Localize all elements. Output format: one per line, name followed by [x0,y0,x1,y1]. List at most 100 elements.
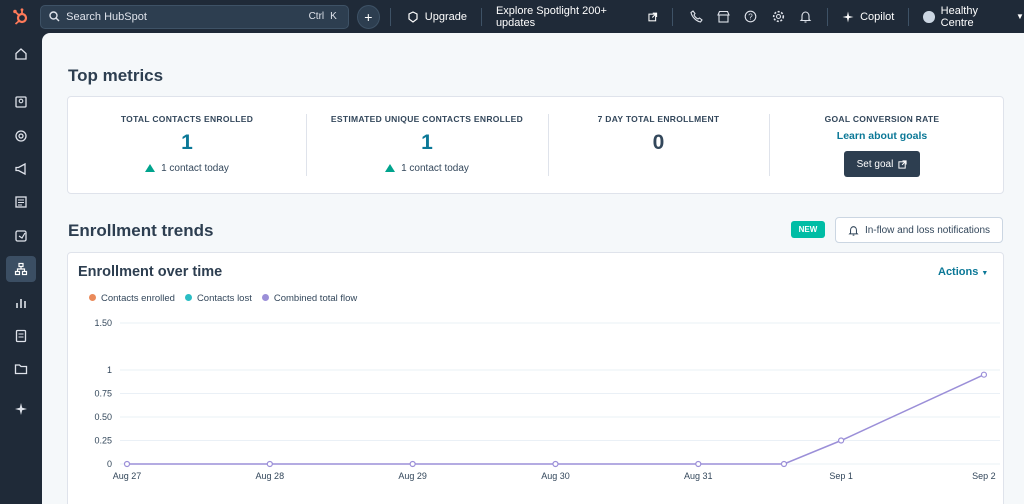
top-bar: Search HubSpot Ctrl K + Upgrade Explore … [0,0,1024,33]
divider [827,7,829,26]
top-metrics-title: Top metrics [68,66,164,85]
metric-sub: 1 contact today [68,163,306,174]
hubspot-logo[interactable] [0,0,40,33]
upgrade-label: Upgrade [424,10,467,23]
reports-icon[interactable] [6,290,36,316]
legend-dot [261,294,269,301]
metric-label: GOAL CONVERSION RATE [824,114,940,124]
settings-icon[interactable] [771,9,786,25]
folder-icon[interactable] [6,356,36,382]
metric-sub: 1 contact today [306,163,548,174]
data-point[interactable] [552,460,559,468]
marketplace-icon[interactable] [716,9,731,25]
y-tick-label: 0.75 [94,389,112,399]
chevron-down-icon: ▼ [981,270,989,277]
y-tick-label: 1.50 [94,318,112,328]
account-name: Healthy Centre [940,4,978,29]
legend-label: Contacts enrolled [101,293,175,304]
target-icon[interactable] [6,123,36,149]
enrollment-line-chart: 0 0.25 0.50 0.75 1 1.50 Aug 27 Aug 28 Aug 29 Aug … [94,318,1000,481]
metric-value[interactable]: 1 [181,131,193,154]
copilot-label: Copilot [860,10,895,23]
data-point[interactable] [695,460,702,468]
plus-icon: + [364,8,373,25]
notifications-label: In-flow and loss notifications [864,224,991,236]
legend-item[interactable]: Combined total flow [261,293,358,304]
x-tick-label: Aug 30 [541,471,570,481]
legend-dot [184,294,192,301]
svg-text:?: ? [749,12,754,21]
contacts-icon[interactable] [6,89,36,115]
legend-label: Contacts lost [196,293,252,304]
copilot-button[interactable]: Copilot [842,11,894,23]
divider [548,114,549,176]
y-tick-label: 1 [107,365,112,375]
search-icon [49,11,60,22]
divider [480,7,482,26]
search-placeholder: Search HubSpot [66,10,147,23]
data-point[interactable] [780,460,788,468]
y-tick-label: 0.50 [94,412,112,422]
notifications-button[interactable]: In-flow and loss notifications [835,217,1003,243]
legend-label: Combined total flow [273,293,358,304]
actions-label: Actions [938,266,979,278]
legend-item[interactable]: Contacts lost [184,293,252,304]
notifications-icon[interactable] [798,9,813,25]
x-tick-label: Aug 29 [398,471,427,481]
metric-unique-contacts: ESTIMATED UNIQUE CONTACTS ENROLLED 1 1 c… [306,97,548,193]
x-tick-label: Aug 27 [113,471,142,481]
account-menu[interactable]: Healthy Centre ▼ [923,5,1024,29]
bell-icon [848,225,859,236]
metric-value: 0 [652,131,665,154]
metric-sub-text: 1 contact today [401,163,469,174]
metric-label: TOTAL CONTACTS ENROLLED [120,114,254,124]
megaphone-icon[interactable] [6,156,36,182]
divider [908,7,910,26]
sidebar [0,33,42,504]
x-tick-label: Aug 31 [684,471,713,481]
divider [671,7,673,26]
content-icon[interactable] [6,189,36,215]
data-point[interactable] [409,460,416,468]
data-point[interactable] [266,460,273,468]
chart-legend: Contacts enrolled Contacts lost Combined… [89,293,357,304]
y-tick-label: 0 [107,459,112,469]
spotlight-label: Explore Spotlight 200+ updates [495,4,607,29]
create-button[interactable]: + [356,4,380,29]
metric-value[interactable]: 1 [421,131,433,154]
search-input[interactable]: Search HubSpot Ctrl K [40,4,349,29]
metric-sub-text: 1 contact today [161,163,229,174]
upgrade-button[interactable]: Upgrade [407,11,467,23]
x-tick-label: Sep 2 [972,471,996,481]
data-point[interactable] [123,460,131,468]
external-link-icon [648,12,658,21]
up-arrow-icon [385,164,396,172]
sparkle-icon[interactable] [6,396,36,422]
chart-title: Enrollment over time [78,264,223,280]
metric-label: 7 DAY TOTAL ENROLLMENT [597,114,720,124]
legend-dot [89,294,96,301]
phone-icon[interactable] [689,9,704,25]
metric-total-contacts: TOTAL CONTACTS ENROLLED 1 1 contact toda… [68,97,306,193]
data-point[interactable] [838,437,845,444]
commerce-icon[interactable] [6,223,36,249]
data-management-icon[interactable] [6,323,36,349]
actions-menu[interactable]: Actions ▼ [938,266,988,278]
new-badge: NEW [791,221,825,238]
enrollment-trends-title: Enrollment trends [68,221,214,240]
automation-icon[interactable] [6,256,36,282]
shortcut-ctrl: Ctrl [308,11,325,22]
x-tick-label: Aug 28 [256,471,285,481]
sparkle-icon [842,11,854,22]
spotlight-link[interactable]: Explore Spotlight 200+ updates [496,5,658,29]
main-content: Top metrics TOTAL CONTACTS ENROLLED 1 1 … [42,33,1024,504]
help-icon[interactable]: ? [743,9,758,25]
metric-label: ESTIMATED UNIQUE CONTACTS ENROLLED [330,114,524,124]
set-goal-button[interactable]: Set goal [844,151,920,177]
data-point[interactable] [980,371,988,378]
legend-item[interactable]: Contacts enrolled [89,293,175,304]
learn-about-goals-link[interactable]: Learn about goals [836,130,928,142]
shortcut-key: K [330,11,337,22]
external-link-icon [898,159,907,169]
home-icon[interactable] [6,41,36,67]
